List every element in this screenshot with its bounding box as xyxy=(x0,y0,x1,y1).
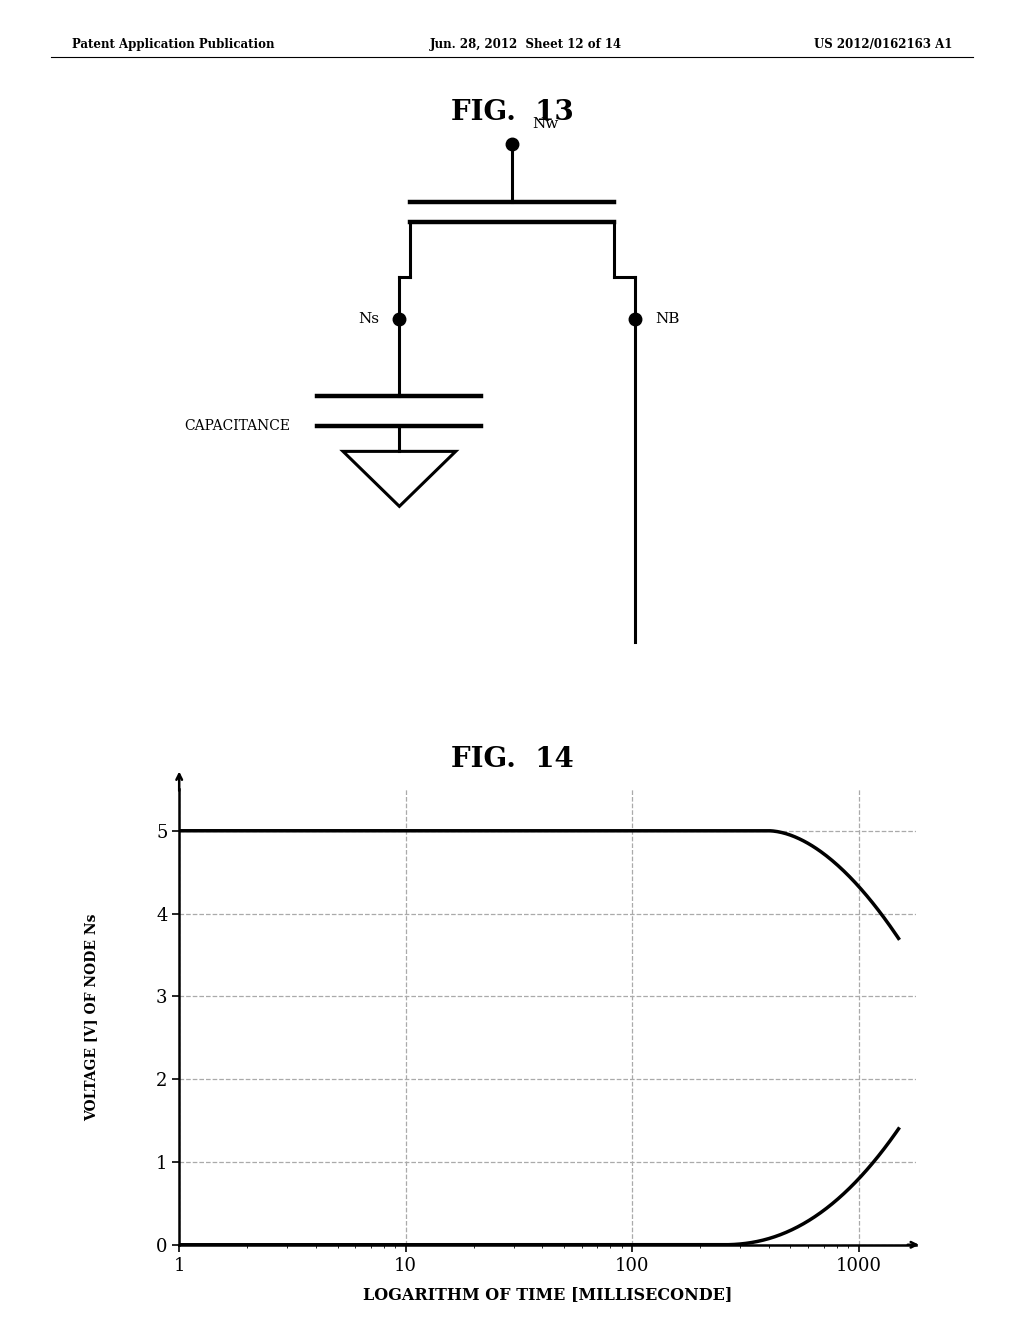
Text: Nw: Nw xyxy=(532,117,559,131)
Text: Ns: Ns xyxy=(357,312,379,326)
X-axis label: LOGARITHM OF TIME [MILLISECONDE]: LOGARITHM OF TIME [MILLISECONDE] xyxy=(364,1286,732,1303)
Text: FIG.  14: FIG. 14 xyxy=(451,746,573,772)
Text: US 2012/0162163 A1: US 2012/0162163 A1 xyxy=(814,38,952,51)
Text: CAPACITANCE: CAPACITANCE xyxy=(184,418,291,433)
Text: Patent Application Publication: Patent Application Publication xyxy=(72,38,274,51)
Text: Jun. 28, 2012  Sheet 12 of 14: Jun. 28, 2012 Sheet 12 of 14 xyxy=(430,38,623,51)
Text: VOLTAGE [V] OF NODE Ns: VOLTAGE [V] OF NODE Ns xyxy=(84,913,97,1121)
Text: NB: NB xyxy=(655,312,680,326)
Text: FIG.  13: FIG. 13 xyxy=(451,99,573,125)
